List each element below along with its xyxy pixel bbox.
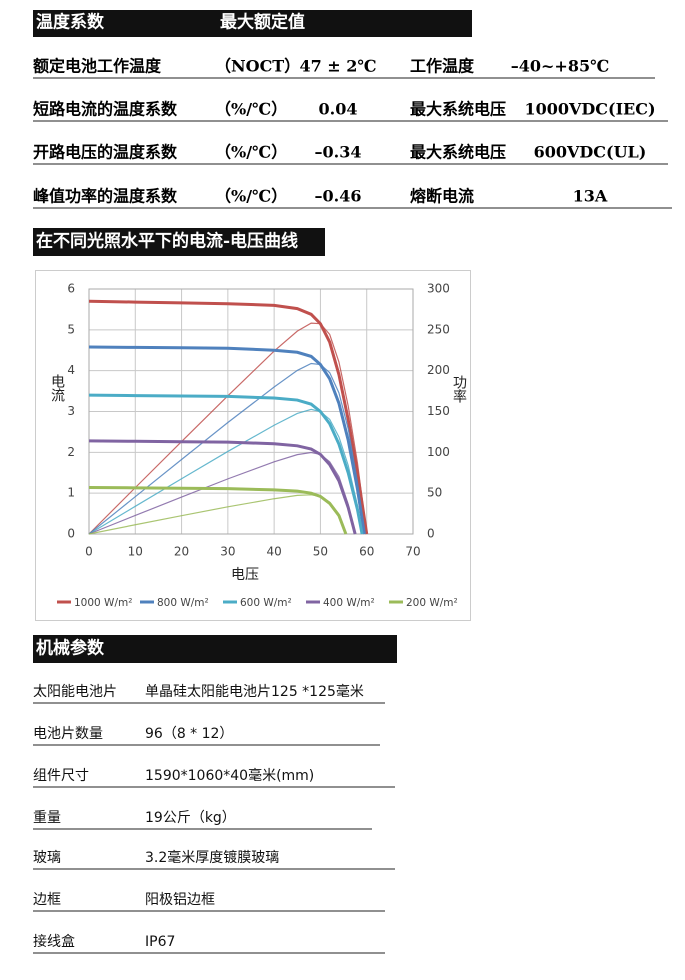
rating-text: 最大系统电压 bbox=[410, 143, 506, 162]
y-tick-label: 0 bbox=[67, 527, 75, 541]
y2-tick-label: 100 bbox=[427, 445, 450, 459]
spec-value: 3.2毫米厚度镀膜玻璃 bbox=[145, 849, 279, 866]
y2-tick-label: 250 bbox=[427, 322, 450, 336]
rating-text: 13A bbox=[573, 187, 608, 206]
legend-label: 600 W/m² bbox=[240, 597, 292, 609]
current-line bbox=[88, 393, 364, 535]
power-line bbox=[88, 408, 363, 535]
power-line bbox=[88, 494, 347, 535]
rating-text: 峰值功率的温度系数 bbox=[33, 187, 178, 206]
rating-text: 开路电压的温度系数 bbox=[33, 143, 178, 162]
rating-text: –40~+85℃ bbox=[511, 57, 610, 76]
section-bar bbox=[33, 228, 325, 256]
spec-label: 玻璃 bbox=[33, 849, 61, 866]
x-axis-label: 电压 bbox=[231, 567, 259, 583]
y-tick-label: 4 bbox=[67, 363, 75, 377]
y-tick-label: 2 bbox=[67, 445, 75, 459]
legend-label: 200 W/m² bbox=[406, 597, 458, 609]
x-tick-label: 0 bbox=[85, 545, 93, 559]
y-tick-label: 5 bbox=[67, 322, 75, 336]
bar-label: 温度系数 bbox=[36, 12, 105, 33]
chart-frame bbox=[35, 270, 471, 621]
spec-value: IP67 bbox=[145, 934, 175, 950]
x-tick-label: 20 bbox=[174, 545, 189, 559]
spec-value: 19公斤（kg） bbox=[145, 810, 236, 826]
power-line bbox=[88, 362, 365, 535]
current-line bbox=[88, 345, 366, 535]
current-line bbox=[88, 439, 357, 535]
y2-tick-label: 300 bbox=[427, 282, 450, 296]
spec-label: 电池片数量 bbox=[33, 726, 103, 742]
spec-label: 组件尺寸 bbox=[33, 768, 89, 784]
section-bar bbox=[33, 635, 397, 663]
rating-text: （%/℃） bbox=[215, 143, 287, 162]
spec-value: 1590*1060*40毫米(mm) bbox=[145, 767, 314, 784]
bar-label: 最大额定值 bbox=[220, 12, 305, 33]
rating-text: 工作温度 bbox=[410, 57, 475, 76]
y2-tick-label: 200 bbox=[427, 363, 450, 377]
spec-value: 96（8 * 12） bbox=[145, 726, 233, 742]
y2-tick-label: 50 bbox=[427, 486, 442, 500]
x-tick-label: 70 bbox=[405, 545, 420, 559]
y2-tick-label: 150 bbox=[427, 404, 450, 418]
section-bar bbox=[33, 10, 472, 37]
y-tick-label: 3 bbox=[67, 404, 75, 418]
x-tick-label: 60 bbox=[359, 545, 374, 559]
plot-border bbox=[88, 288, 414, 535]
legend-label: 400 W/m² bbox=[323, 597, 375, 609]
current-line bbox=[88, 299, 369, 535]
spec-label: 边框 bbox=[33, 892, 61, 908]
x-tick-label: 10 bbox=[128, 545, 143, 559]
y2-axis-label: 功率 bbox=[451, 375, 467, 403]
current-line bbox=[88, 485, 348, 535]
y-tick-label: 6 bbox=[67, 282, 75, 296]
rating-text: 1000VDC(IEC) bbox=[524, 100, 655, 119]
y2-tick-label: 0 bbox=[427, 527, 435, 541]
rating-text: （NOCT） bbox=[215, 57, 300, 76]
spec-label: 太阳能电池片 bbox=[33, 684, 117, 700]
rating-text: 最大系统电压 bbox=[410, 100, 506, 119]
spec-value: 阳极铝边框 bbox=[145, 892, 215, 908]
legend-label: 1000 W/m² bbox=[74, 597, 132, 609]
x-tick-label: 30 bbox=[220, 545, 235, 559]
rating-text: –0.46 bbox=[315, 187, 362, 206]
rating-text: （%/℃） bbox=[215, 187, 287, 206]
rating-text: 熔断电流 bbox=[410, 187, 474, 206]
rating-text: 600VDC(UL) bbox=[534, 143, 647, 162]
bar-label: 在不同光照水平下的电流-电压曲线 bbox=[36, 231, 298, 252]
spec-label: 接线盒 bbox=[33, 933, 75, 950]
rating-text: 47 ± 2℃ bbox=[299, 57, 376, 76]
spec-value: 单晶硅太阳能电池片125 *125毫米 bbox=[145, 683, 364, 700]
rating-text: 短路电流的温度系数 bbox=[33, 100, 178, 119]
rating-text: 0.04 bbox=[319, 100, 358, 119]
x-tick-label: 40 bbox=[267, 545, 282, 559]
spec-label: 重量 bbox=[33, 810, 61, 826]
y-axis-label: 电流 bbox=[49, 374, 65, 403]
rating-text: 额定电池工作温度 bbox=[33, 57, 162, 76]
bar-label: 机械参数 bbox=[36, 638, 105, 659]
x-tick-label: 50 bbox=[313, 545, 328, 559]
rating-text: （%/℃） bbox=[215, 100, 287, 119]
rating-text: –0.34 bbox=[315, 143, 362, 162]
y-tick-label: 1 bbox=[67, 486, 75, 500]
legend-label: 800 W/m² bbox=[157, 597, 209, 609]
